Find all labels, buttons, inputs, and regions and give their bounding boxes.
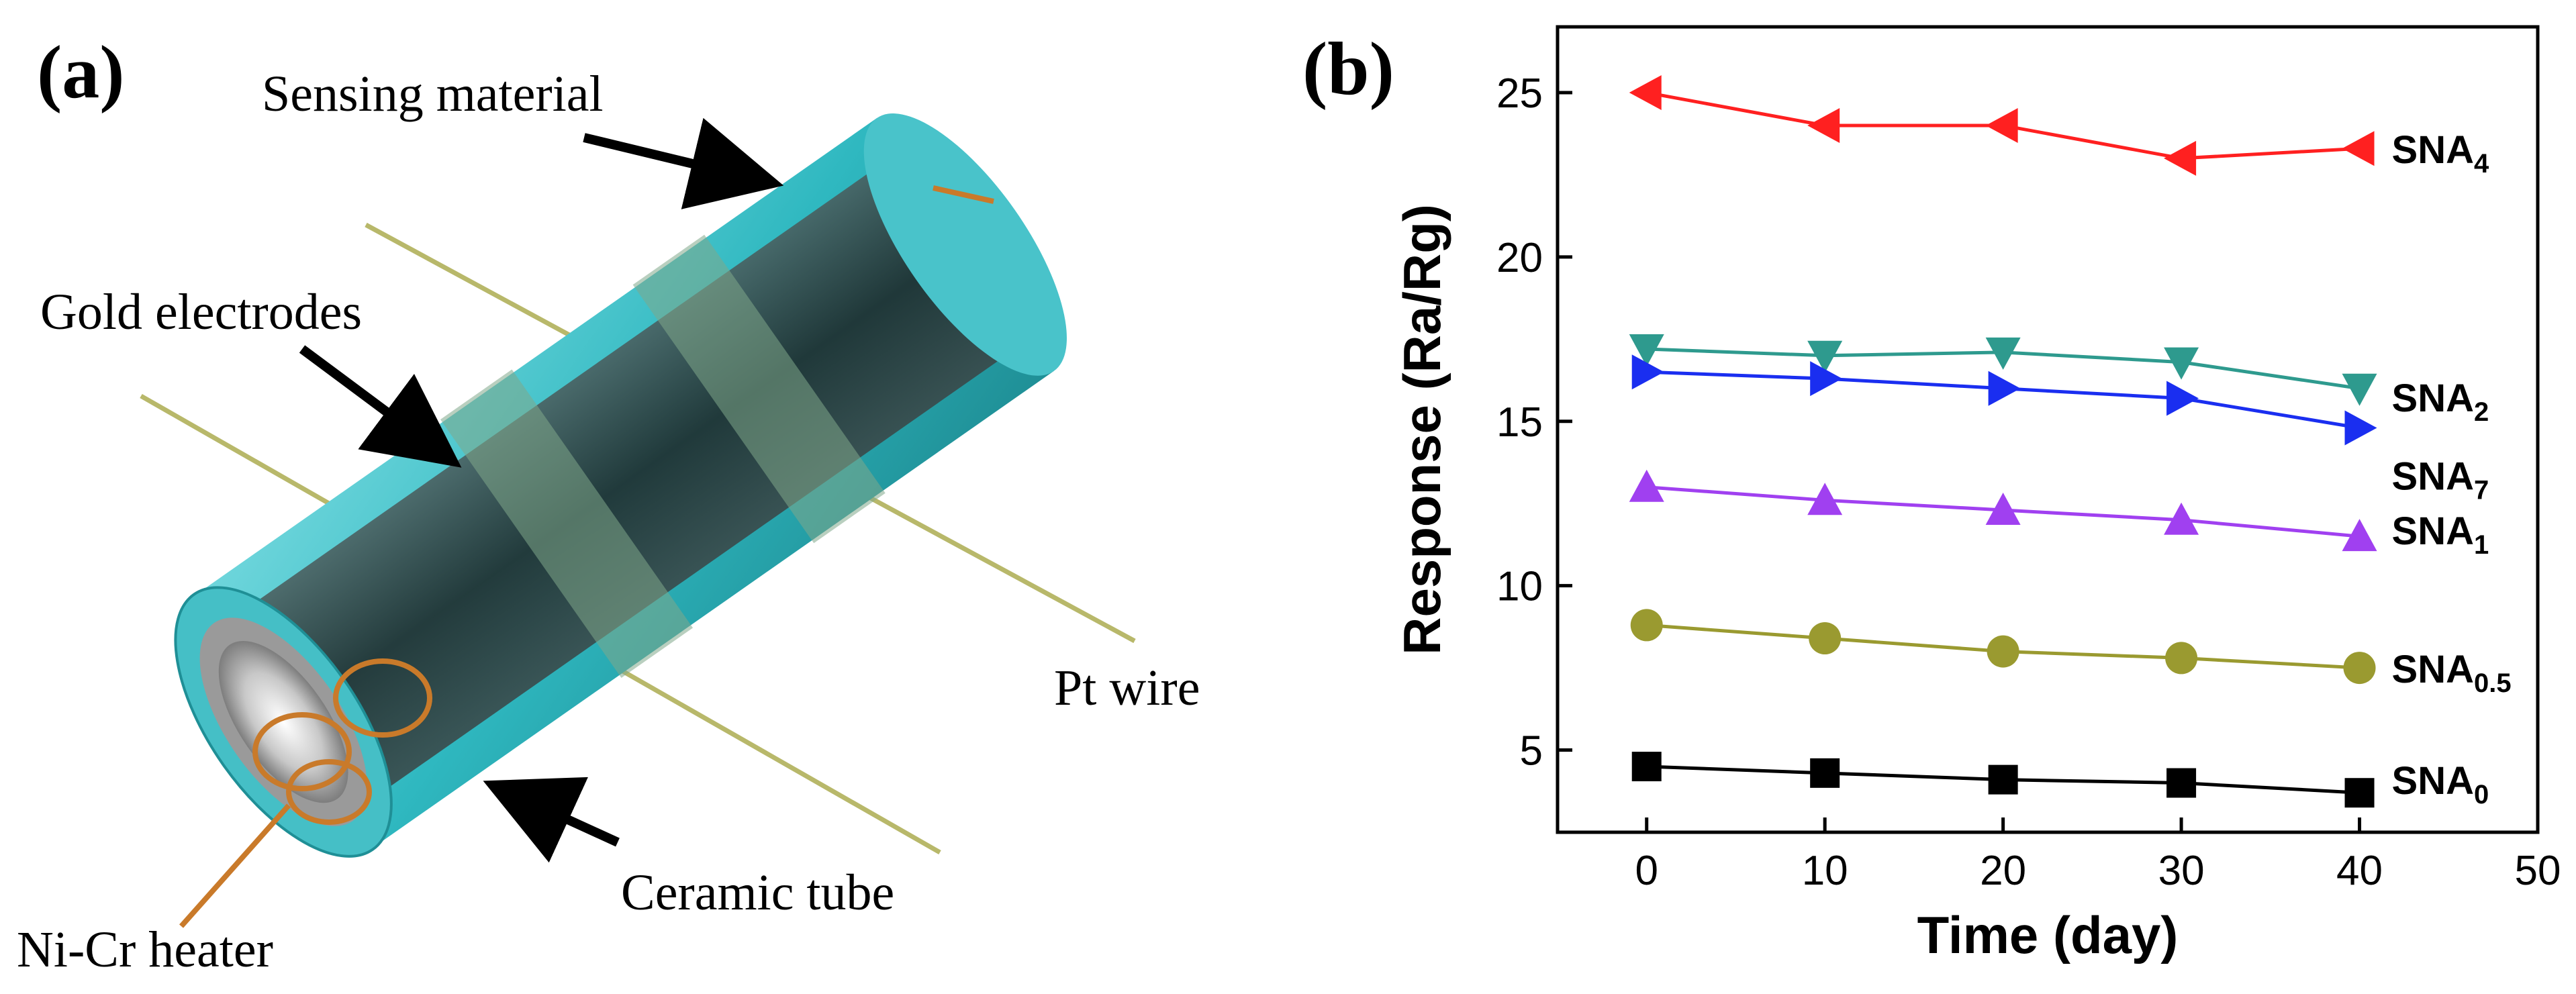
x-tick-label: 0	[1635, 848, 1658, 894]
data-point	[2342, 131, 2375, 166]
sensor-schematic-panel: (a)	[0, 0, 1276, 994]
data-point	[1631, 752, 1662, 782]
gold-electrode	[440, 369, 694, 679]
callout-arrows	[299, 117, 784, 863]
y-tick-label: 10	[1496, 564, 1543, 610]
data-point	[1631, 354, 1664, 390]
data-point	[1988, 764, 2018, 795]
x-axis-ticks: 0 10 20 30 40 50	[1635, 817, 2561, 894]
data-point	[2164, 140, 2197, 176]
panel-a-label: (a)	[37, 31, 125, 114]
series-label: SNA7	[2392, 455, 2489, 505]
x-axis-label: Time (day)	[1917, 905, 2179, 964]
label-sensing-material: Sensing material	[262, 66, 604, 122]
series-sna2	[1629, 334, 2377, 406]
data-point	[1807, 483, 1843, 515]
y-axis-ticks: 5 10 15 20 25	[1496, 70, 1572, 775]
data-point	[1807, 107, 1840, 143]
data-point	[1807, 340, 1843, 373]
data-point	[1810, 361, 1843, 397]
series-label: SNA2	[2392, 377, 2489, 427]
y-tick-label: 5	[1520, 728, 1543, 775]
data-point	[1809, 622, 1842, 655]
series-label: SNA0.5	[2392, 648, 2512, 698]
series-sna0-5	[1630, 609, 2376, 685]
tube-far-end	[863, 113, 1067, 376]
series-label: SNA4	[2392, 128, 2489, 179]
data-point	[2166, 768, 2197, 798]
data-point	[1985, 337, 2021, 370]
data-point	[2343, 652, 2376, 685]
data-point	[1629, 469, 1664, 502]
arrow-ceramic-tube	[483, 777, 620, 863]
arrow-sensing-material	[583, 117, 784, 209]
data-point	[2166, 381, 2199, 416]
x-tick-label: 10	[1802, 848, 1848, 894]
series-sna0	[1631, 752, 2375, 808]
label-gold-electrodes: Gold electrodes	[40, 284, 362, 340]
heater-coil	[179, 658, 432, 928]
x-tick-label: 40	[2336, 848, 2383, 894]
series-label: SNA1	[2392, 509, 2489, 560]
response-chart-panel: (b) 0 10 20 30 40 50 5 10 15 20 25 SNA4 SNA2 SNA7 SN…	[1276, 0, 2576, 994]
data-point	[2344, 410, 2377, 446]
data-point	[1985, 493, 2021, 525]
series-sna1	[1629, 469, 2377, 552]
panel-b-label: (b)	[1302, 28, 1394, 111]
data-point	[2344, 778, 2375, 808]
heater-lead	[933, 185, 994, 204]
data-point	[2342, 519, 2377, 552]
x-tick-label: 50	[2515, 848, 2561, 894]
label-heater: Ni-Cr heater	[17, 922, 273, 978]
sensor-schematic: (a)	[17, 31, 1200, 978]
series-sna4	[1629, 74, 2375, 176]
y-tick-label: 25	[1496, 70, 1543, 117]
data-point	[1810, 758, 1840, 788]
data-point	[1629, 74, 1662, 110]
gold-electrode	[632, 234, 886, 544]
data-point	[2164, 502, 2199, 535]
x-tick-label: 20	[1980, 848, 2026, 894]
x-tick-label: 30	[2158, 848, 2205, 894]
data-point	[1987, 635, 2019, 668]
data-point	[1985, 107, 2018, 143]
arrow-gold-electrodes	[299, 345, 462, 468]
series-label: SNA0	[2392, 759, 2489, 809]
series-sna7	[1631, 354, 2377, 446]
data-point	[2164, 347, 2199, 380]
data-point	[1988, 370, 2021, 406]
plot-frame	[1556, 25, 2540, 834]
data-point	[2165, 642, 2198, 675]
ceramic-core	[229, 166, 1009, 808]
series-layer	[1629, 74, 2377, 808]
y-tick-label: 20	[1496, 235, 1543, 281]
y-axis-label: Response (Ra/Rg)	[1392, 204, 1451, 655]
data-point	[1630, 609, 1663, 642]
label-pt-wire: Pt wire	[1054, 660, 1200, 716]
data-point	[1629, 334, 1664, 366]
label-ceramic-tube: Ceramic tube	[621, 864, 894, 921]
sensing-tube	[174, 113, 1067, 928]
y-tick-label: 15	[1496, 399, 1543, 446]
data-point	[2342, 373, 2377, 406]
